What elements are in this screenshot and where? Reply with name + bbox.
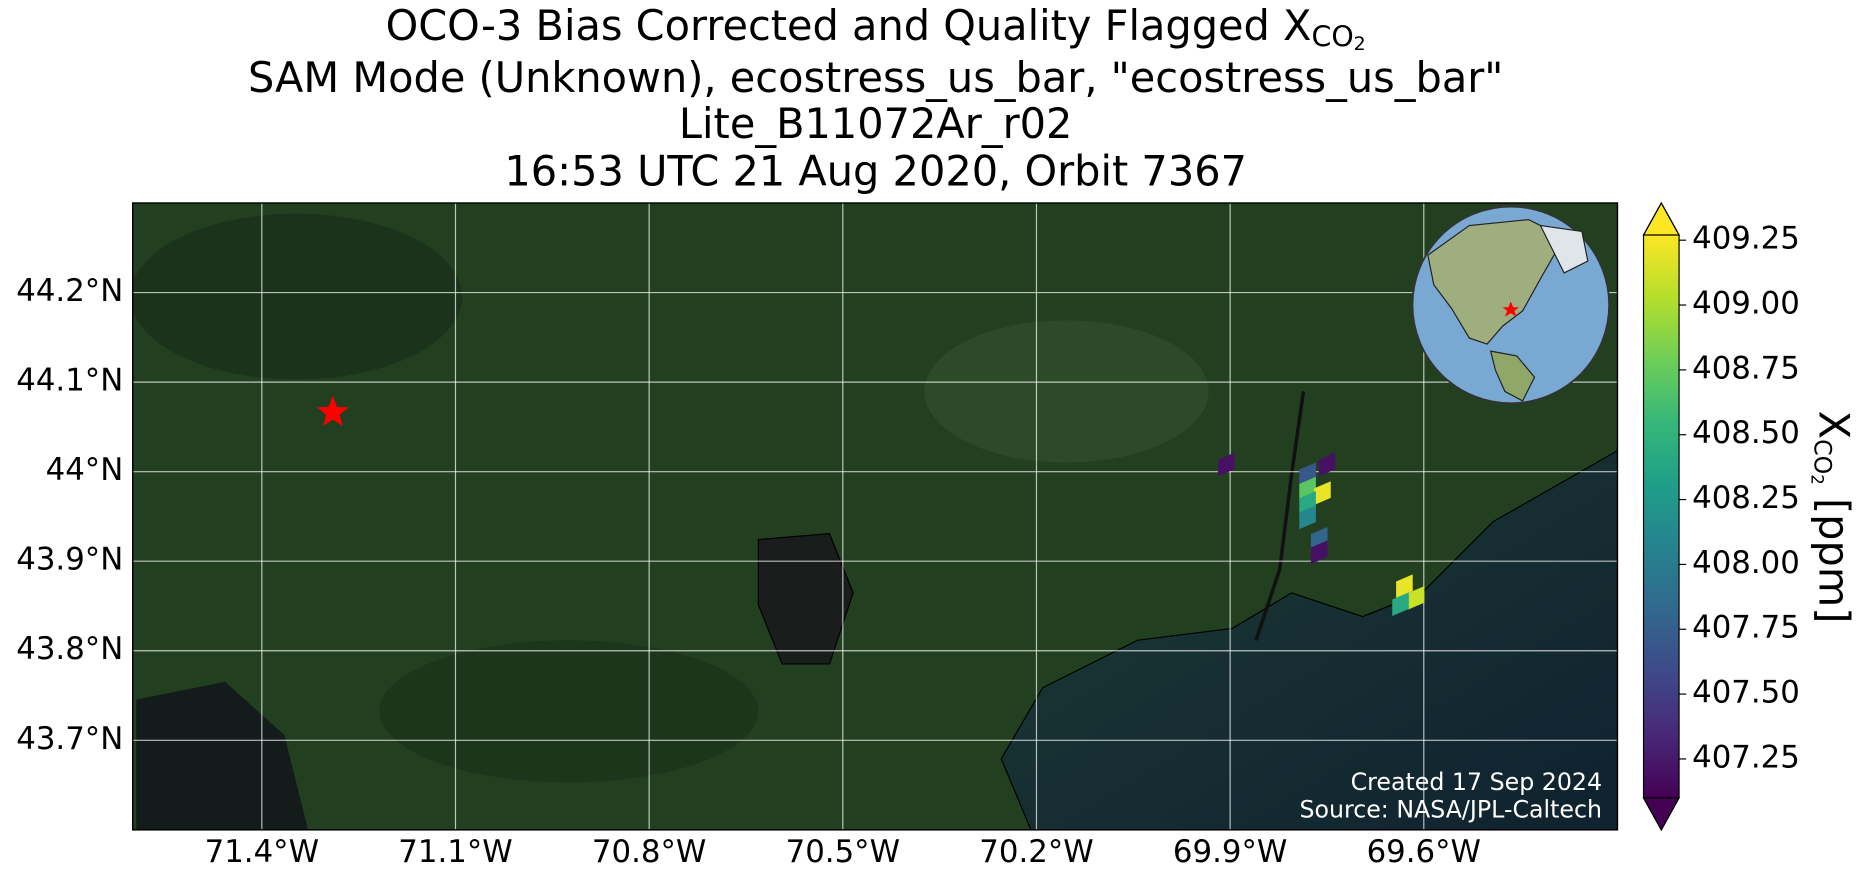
colorbar-tick-label: 408.00 bbox=[1692, 545, 1800, 581]
colorbar-label: XCO2 [ppm] bbox=[1808, 411, 1858, 624]
title-line: 16:53 UTC 21 Aug 2020, Orbit 7367 bbox=[504, 148, 1247, 196]
grid bbox=[132, 203, 1618, 830]
sounding bbox=[1310, 540, 1328, 565]
colorbar-body bbox=[1643, 235, 1680, 798]
colorbar-label-subsubscript: 2 bbox=[1808, 474, 1827, 485]
globe-site bbox=[1502, 301, 1520, 317]
colorbar-label-text: X bbox=[1810, 411, 1858, 439]
lake bbox=[136, 681, 309, 830]
title-text: OCO-3 Bias Corrected and Quality Flagged… bbox=[386, 2, 1312, 50]
sounding bbox=[1392, 592, 1409, 617]
river bbox=[1254, 391, 1306, 641]
title-subscript: CO bbox=[1311, 20, 1353, 53]
sounding bbox=[1299, 505, 1316, 530]
x-tick-label: 71.1°W bbox=[398, 834, 512, 870]
x-tick-label: 70.8°W bbox=[592, 834, 706, 870]
site-marker bbox=[317, 395, 349, 427]
colorbar-outline bbox=[1642, 201, 1680, 832]
globe-inset bbox=[1411, 205, 1611, 405]
title-line: OCO-3 Bias Corrected and Quality Flagged… bbox=[386, 2, 1366, 55]
y-tick-label: 43.7°N bbox=[16, 721, 123, 757]
x-tick-label: 70.2°W bbox=[979, 834, 1093, 870]
colorbar-tick-label: 408.50 bbox=[1692, 415, 1800, 451]
y-tick-label: 43.8°N bbox=[16, 631, 123, 667]
sounding bbox=[1217, 452, 1235, 477]
x-tick-label: 69.6°W bbox=[1367, 834, 1481, 870]
ocean bbox=[1000, 449, 1618, 830]
sounding bbox=[1407, 586, 1425, 610]
globe-land bbox=[1489, 350, 1536, 402]
x-tick-label: 71.4°W bbox=[205, 834, 319, 870]
sounding bbox=[1318, 452, 1336, 477]
colorbar-tick-label: 409.25 bbox=[1692, 221, 1800, 257]
soundings bbox=[1217, 452, 1425, 617]
sounding bbox=[1396, 574, 1413, 599]
lake bbox=[757, 532, 854, 665]
y-tick-label: 44°N bbox=[46, 452, 124, 488]
colorbar-tick-label: 408.75 bbox=[1692, 350, 1800, 386]
title-subsubscript: 2 bbox=[1354, 33, 1366, 55]
globe-land bbox=[1539, 224, 1589, 274]
y-tick-label: 44.2°N bbox=[16, 273, 123, 309]
colorbar-label-unit: [ppm] bbox=[1810, 485, 1858, 624]
sounding bbox=[1314, 481, 1331, 505]
colorbar: 409.25 409.00 408.75 408.50 408.25 408.00 407.… bbox=[1642, 201, 1800, 832]
colorbar-label-subscript: CO bbox=[1809, 439, 1837, 474]
x-tick-label: 70.5°W bbox=[786, 834, 900, 870]
colorbar-tick-label: 407.50 bbox=[1692, 675, 1800, 711]
y-tick-label: 44.1°N bbox=[16, 363, 123, 399]
colorbar-tick-label: 407.25 bbox=[1692, 739, 1800, 775]
map-background bbox=[132, 203, 1618, 830]
colorbar-extend-max bbox=[1642, 201, 1681, 236]
terrain bbox=[132, 213, 463, 380]
footer-text: Source: NASA/JPL-Caltech bbox=[1299, 795, 1602, 823]
x-tick-label: 69.9°W bbox=[1173, 834, 1287, 870]
title-line: Lite_B11072Ar_r02 bbox=[679, 100, 1072, 148]
title-line: SAM Mode (Unknown), ecostress_us_bar, "e… bbox=[248, 54, 1503, 102]
terrain bbox=[379, 640, 759, 783]
y-tick-label: 43.9°N bbox=[16, 542, 123, 578]
globe-land bbox=[1427, 218, 1565, 345]
terrain bbox=[924, 320, 1209, 463]
colorbar-tick-label: 407.75 bbox=[1692, 610, 1800, 646]
map-frame bbox=[132, 202, 1619, 831]
colorbar-extend-min bbox=[1642, 797, 1681, 832]
colorbar-tick-label: 409.00 bbox=[1692, 286, 1800, 322]
colorbar-tick-label: 408.25 bbox=[1692, 480, 1800, 516]
footer-text: Created 17 Sep 2024 bbox=[1351, 768, 1602, 796]
